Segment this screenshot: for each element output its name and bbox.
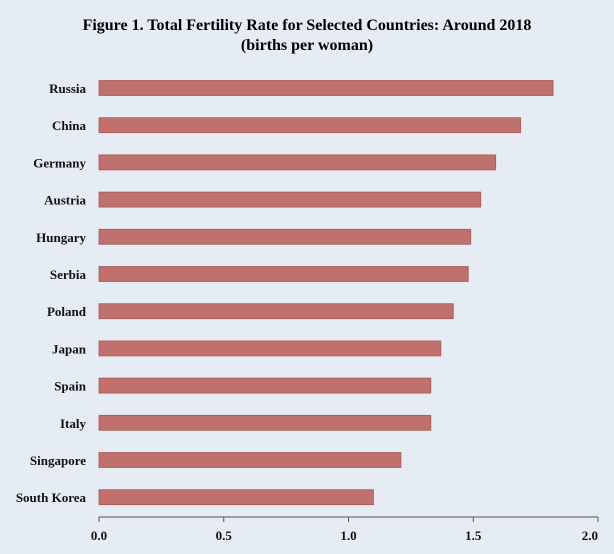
bar-russia <box>98 80 554 96</box>
x-tick-label: 0.0 <box>91 528 107 543</box>
bar-austria <box>98 191 482 208</box>
category-label: Poland <box>47 304 87 319</box>
bars-group <box>98 80 554 506</box>
category-label: Germany <box>33 155 86 170</box>
bar-spain <box>98 377 432 394</box>
bar-poland <box>98 303 454 320</box>
category-label: Hungary <box>36 230 86 245</box>
category-label: Russia <box>49 81 86 96</box>
category-label: Italy <box>60 416 87 431</box>
category-label: China <box>52 118 86 133</box>
bar-china <box>98 117 522 134</box>
bar-singapore <box>98 452 402 468</box>
bar-serbia <box>98 266 469 282</box>
chart-title: Figure 1. Total Fertility Rate for Selec… <box>83 17 532 34</box>
category-label: South Korea <box>16 490 87 505</box>
category-label: Serbia <box>50 267 87 282</box>
category-label: Spain <box>54 379 87 394</box>
x-tick-label: 1.5 <box>465 528 482 543</box>
x-tick-label: 2.0 <box>582 528 598 543</box>
category-label: Japan <box>52 341 87 356</box>
category-labels-group: Russia China Germany Austria Hungary Serbia Po… <box>16 81 87 505</box>
x-tick-label: 1.0 <box>340 528 356 543</box>
bar-germany <box>98 154 497 171</box>
category-label: Austria <box>44 193 86 208</box>
bar-south-korea <box>98 489 374 506</box>
x-tick-label: 0.5 <box>216 528 233 543</box>
category-label: Singapore <box>30 453 86 468</box>
bar-hungary <box>98 228 472 245</box>
bar-italy <box>98 414 432 431</box>
bar-japan <box>98 340 442 357</box>
x-ticks-group: 0.0 0.5 1.0 1.5 2.0 <box>91 517 599 543</box>
chart-subtitle: (births per woman) <box>241 37 373 54</box>
